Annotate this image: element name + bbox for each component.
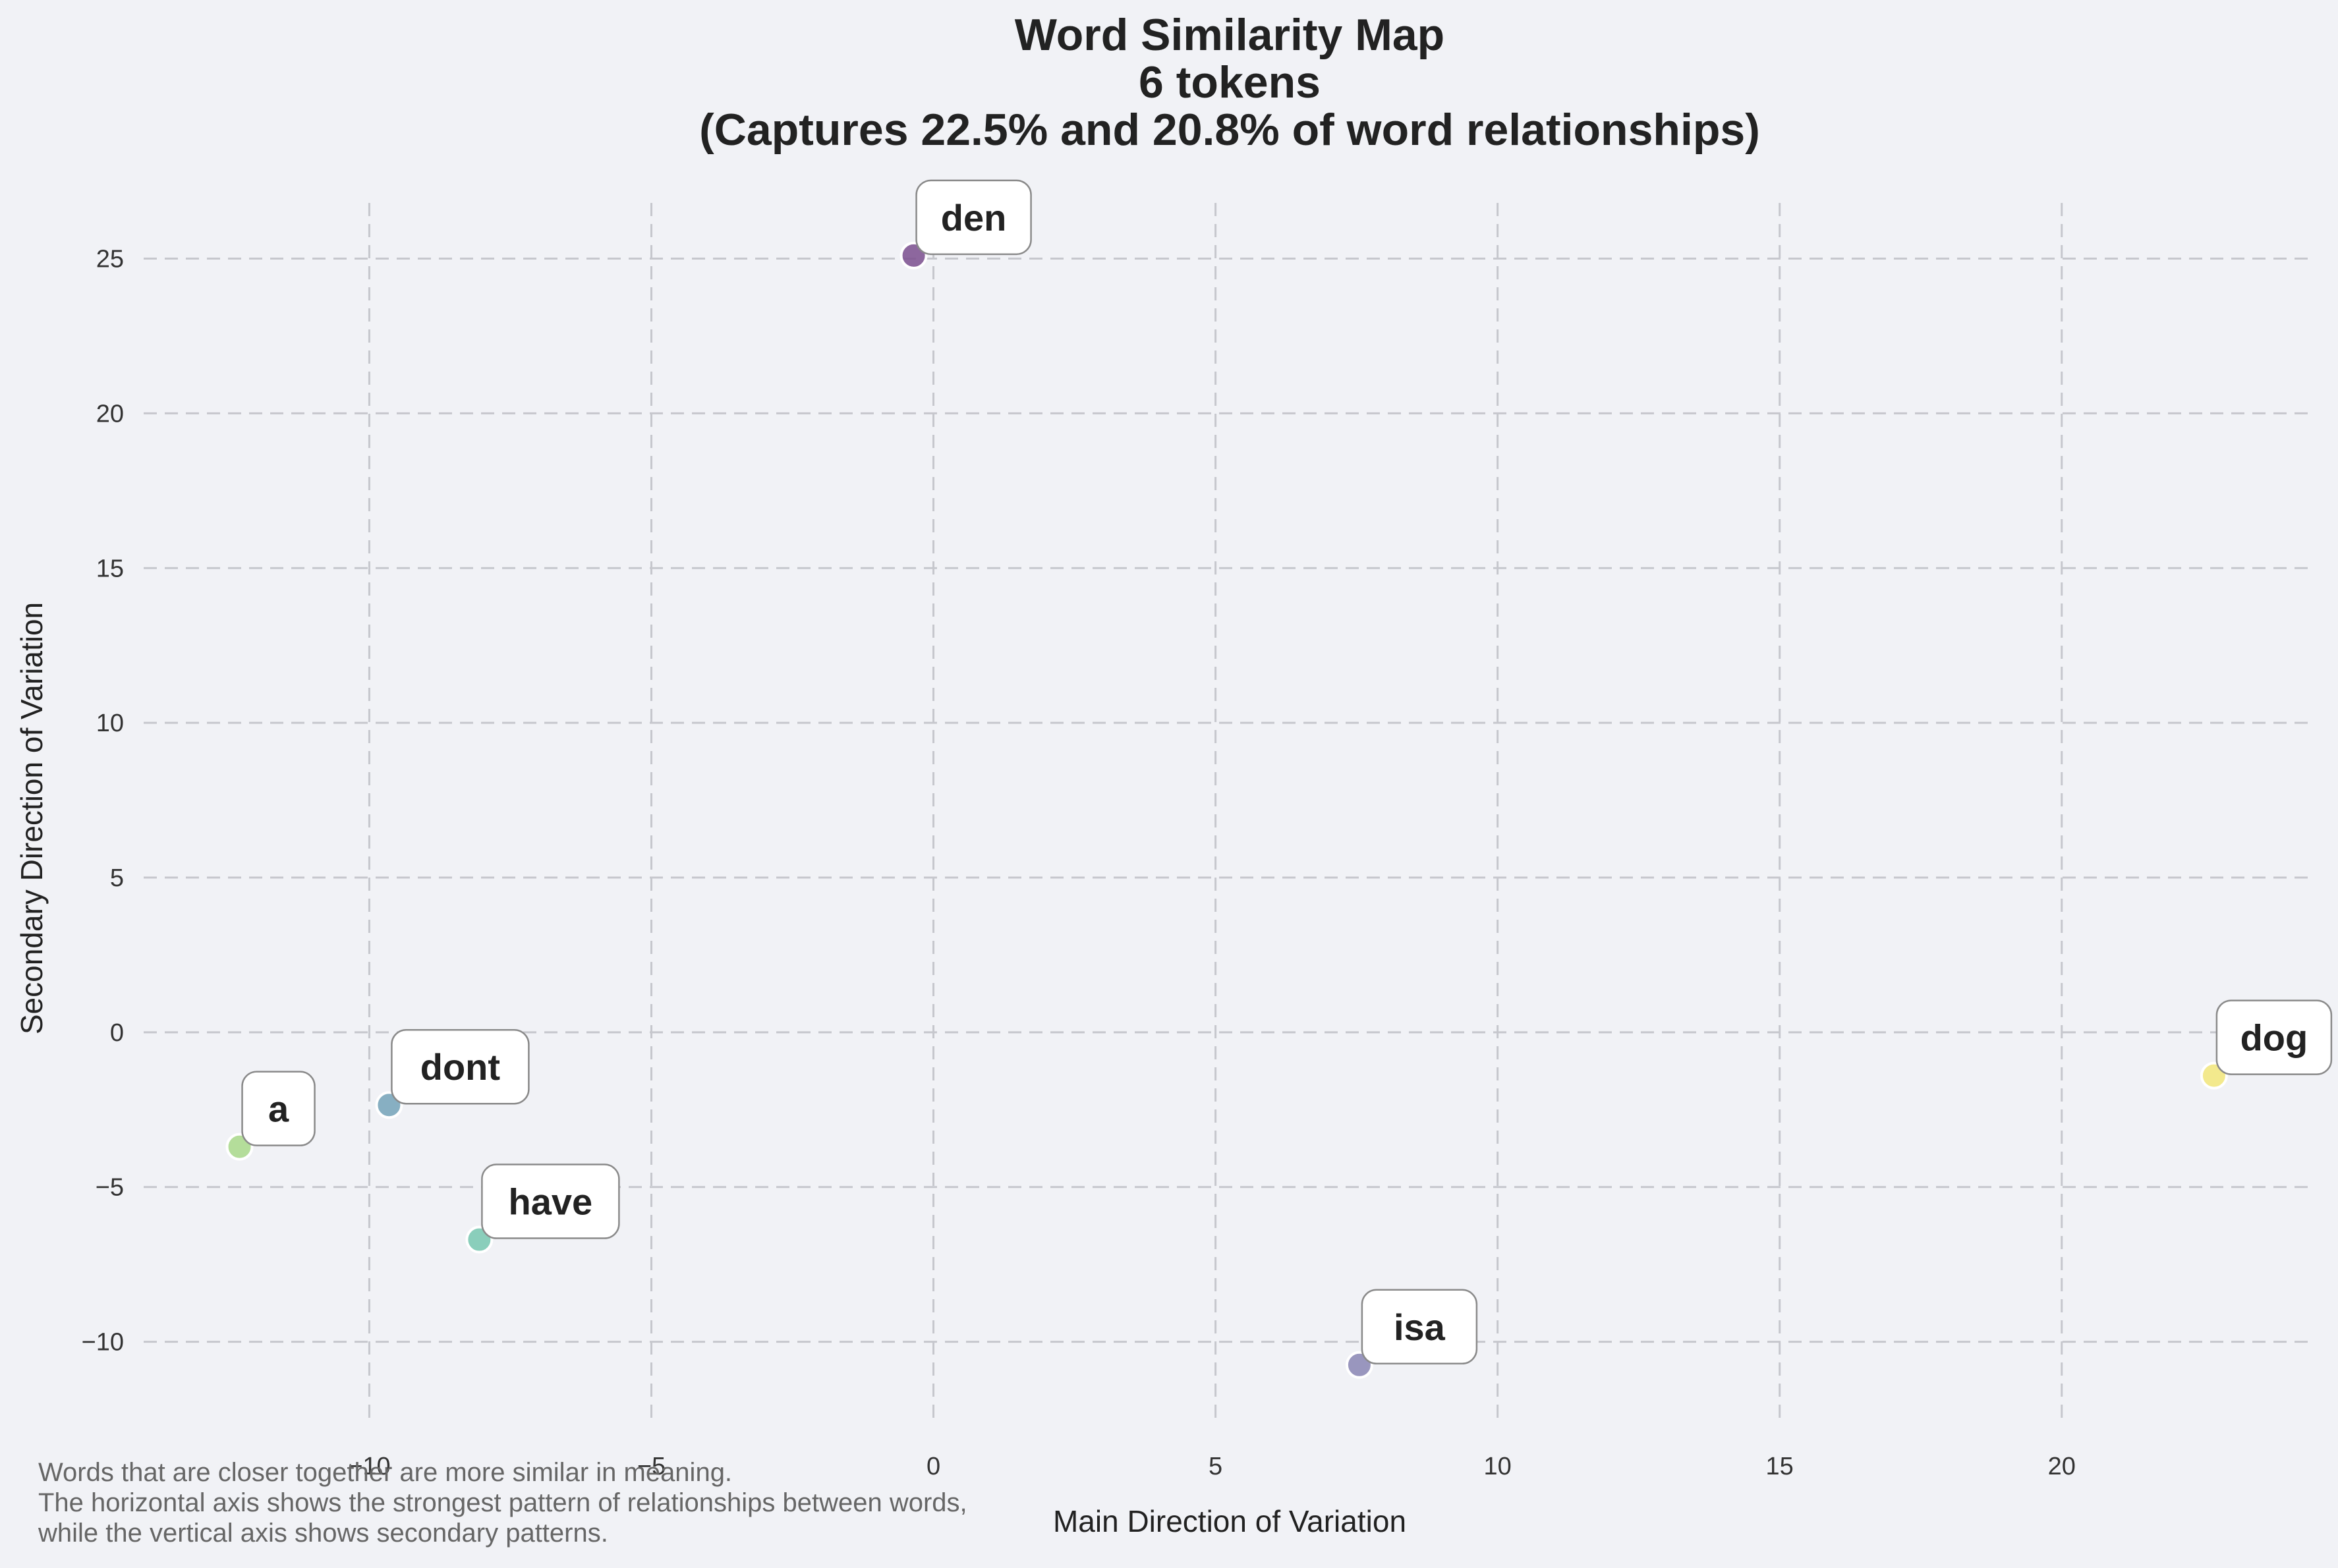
footnote-line-2: The horizontal axis shows the strongest …	[38, 1488, 967, 1517]
y-tick-label: 15	[96, 555, 124, 582]
x-tick-label: 15	[1766, 1453, 1794, 1480]
label-text: have	[509, 1181, 593, 1223]
y-tick-label: 0	[110, 1019, 124, 1047]
y-tick-label: 20	[96, 400, 124, 428]
point-label-den: den	[915, 179, 1032, 256]
x-axis-label: Main Direction of Variation	[1053, 1504, 1406, 1538]
label-text: den	[941, 197, 1007, 238]
x-tick-label: 5	[1209, 1453, 1222, 1480]
footnote-line-1: Words that are closer together are more …	[38, 1458, 732, 1487]
y-tick-label: 25	[96, 246, 124, 273]
chart-subtitle-variance: (Captures 22.5% and 20.8% of word relati…	[699, 105, 1760, 155]
point-label-dont: dont	[391, 1028, 530, 1105]
footnote-line-3: while the vertical axis shows secondary …	[38, 1519, 608, 1548]
point-label-dog: dog	[2215, 999, 2333, 1075]
x-tick-label: −10	[348, 1453, 390, 1480]
y-tick-label: −10	[82, 1329, 124, 1357]
x-tick-label: 0	[927, 1453, 940, 1480]
x-tick-label: 20	[2048, 1453, 2076, 1480]
point-label-isa: isa	[1361, 1289, 1478, 1365]
label-text: a	[268, 1088, 289, 1130]
y-tick-label: 5	[110, 864, 124, 892]
label-box	[1361, 1289, 1478, 1365]
x-tick-label: −5	[637, 1453, 666, 1480]
label-text: isa	[1394, 1306, 1446, 1348]
chart-subtitle-tokens: 6 tokens	[1139, 57, 1321, 107]
y-axis-label: Secondary Direction of Variation	[14, 602, 49, 1034]
point-label-a: a	[241, 1071, 316, 1146]
y-tick-label: 10	[96, 710, 124, 737]
point-label-have: have	[481, 1163, 620, 1239]
label-box	[2215, 999, 2333, 1075]
chart-title: Word Similarity Map	[1015, 10, 1444, 60]
label-box	[481, 1163, 620, 1239]
label-box	[391, 1028, 530, 1105]
x-tick-label: 10	[1484, 1453, 1512, 1480]
label-box	[915, 179, 1032, 256]
label-text: dog	[2240, 1017, 2308, 1059]
label-box	[241, 1071, 316, 1146]
label-text: dont	[420, 1046, 500, 1088]
y-tick-label: −5	[96, 1174, 124, 1202]
